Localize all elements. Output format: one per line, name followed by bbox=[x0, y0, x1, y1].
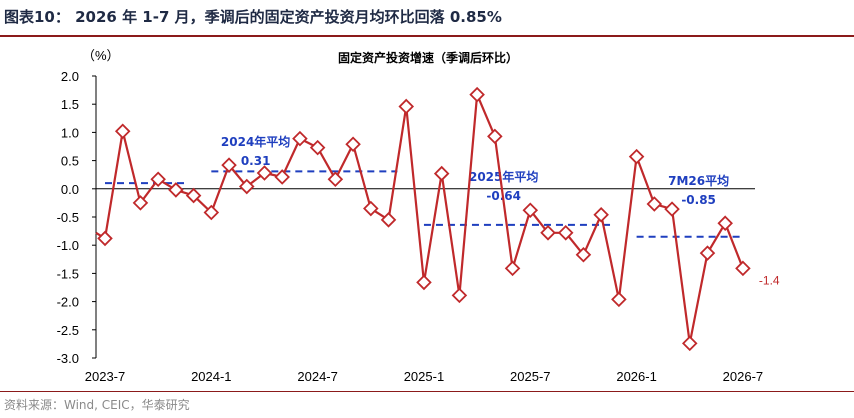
data-point-marker bbox=[433, 165, 450, 182]
data-point-marker bbox=[487, 128, 503, 145]
data-point-marker bbox=[256, 165, 273, 181]
data-point-marker bbox=[132, 195, 149, 211]
y-tick-label: 0.5 bbox=[61, 154, 79, 169]
data-point-marker bbox=[557, 225, 574, 241]
data-point-marker bbox=[628, 148, 645, 165]
data-point-marker bbox=[416, 274, 432, 291]
axes: 2.0 1.5 1.0 0.5 0.0 -0.5 -1.0 -1.5 -2.0 -2.5 -3.0 2… bbox=[57, 69, 764, 384]
x-tick-label: 2023-7 bbox=[85, 369, 125, 384]
source-note: 资料来源：Wind, CEIC，华泰研究 bbox=[4, 398, 190, 412]
data-point-marker bbox=[664, 201, 680, 217]
x-tick-label: 2026-1 bbox=[616, 369, 656, 384]
x-tick-label: 2024-7 bbox=[297, 369, 337, 384]
average-value-label: 0.31 bbox=[241, 154, 271, 168]
title-rule bbox=[0, 35, 854, 37]
x-tick-label: 2025-7 bbox=[510, 369, 550, 384]
data-point-marker bbox=[575, 247, 592, 263]
x-tick-label: 2025-1 bbox=[404, 369, 444, 384]
data-point-marker bbox=[203, 204, 220, 221]
data-point-marker bbox=[717, 215, 733, 231]
y-tick-label: -0.5 bbox=[57, 210, 79, 225]
data-point-marker bbox=[185, 187, 202, 204]
data-point-marker bbox=[114, 123, 131, 140]
average-label: 2025年平均 bbox=[469, 169, 538, 184]
data-point-marker bbox=[398, 98, 415, 115]
y-tick-label: -1.0 bbox=[57, 238, 79, 253]
y-tick-label: 0.0 bbox=[61, 182, 79, 197]
data-point-marker bbox=[504, 260, 521, 277]
data-point-marker bbox=[735, 260, 751, 277]
data-point-marker bbox=[274, 169, 290, 185]
data-point-marker bbox=[593, 206, 609, 223]
y-tick-label: -2.0 bbox=[57, 295, 79, 310]
data-point-marker bbox=[699, 245, 716, 261]
y-tick-label: 1.5 bbox=[61, 97, 79, 112]
x-tick-label: 2026-7 bbox=[723, 369, 763, 384]
data-point-marker bbox=[611, 291, 627, 308]
y-unit-label: （%） bbox=[82, 48, 120, 63]
chart-title: 固定资产投资增速（季调后环比） bbox=[338, 50, 518, 65]
y-tick-label: -3.0 bbox=[57, 351, 79, 366]
data-point-marker bbox=[451, 287, 468, 304]
data-point-marker bbox=[97, 230, 113, 247]
y-tick-label: -1.5 bbox=[57, 266, 79, 281]
average-label: 2024年平均 bbox=[221, 134, 290, 149]
data-point-marker bbox=[238, 178, 255, 195]
data-point-marker bbox=[646, 196, 663, 212]
data-point-marker bbox=[345, 136, 361, 153]
data-point-marker bbox=[327, 171, 344, 187]
data-point-marker bbox=[522, 202, 539, 219]
data-point-marker bbox=[221, 157, 237, 173]
average-value-label: -0.85 bbox=[681, 193, 716, 207]
last-value-label: -1.4 bbox=[759, 273, 780, 287]
data-point-marker bbox=[363, 200, 379, 217]
data-point-marker bbox=[309, 139, 326, 156]
bottom-rule bbox=[0, 391, 854, 392]
data-point-marker bbox=[469, 86, 485, 103]
data-point-marker bbox=[150, 171, 166, 187]
average-label: 7M26平均 bbox=[668, 173, 729, 188]
data-point-marker bbox=[168, 182, 184, 198]
y-tick-label: 2.0 bbox=[61, 69, 79, 84]
y-tick-label: -2.5 bbox=[57, 323, 79, 338]
series-fixed-asset-investment: -1.4 bbox=[95, 86, 780, 352]
x-tick-label: 2024-1 bbox=[191, 369, 231, 384]
y-tick-label: 1.0 bbox=[61, 125, 79, 140]
data-point-marker bbox=[540, 225, 556, 241]
data-point-marker bbox=[380, 212, 397, 228]
figure-title: 图表10： 2026 年 1-7 月，季调后的固定资产投资月均环比回落 0.85… bbox=[4, 8, 502, 26]
series-line bbox=[95, 93, 744, 345]
data-point-marker bbox=[292, 130, 308, 147]
data-point-marker bbox=[681, 335, 698, 352]
